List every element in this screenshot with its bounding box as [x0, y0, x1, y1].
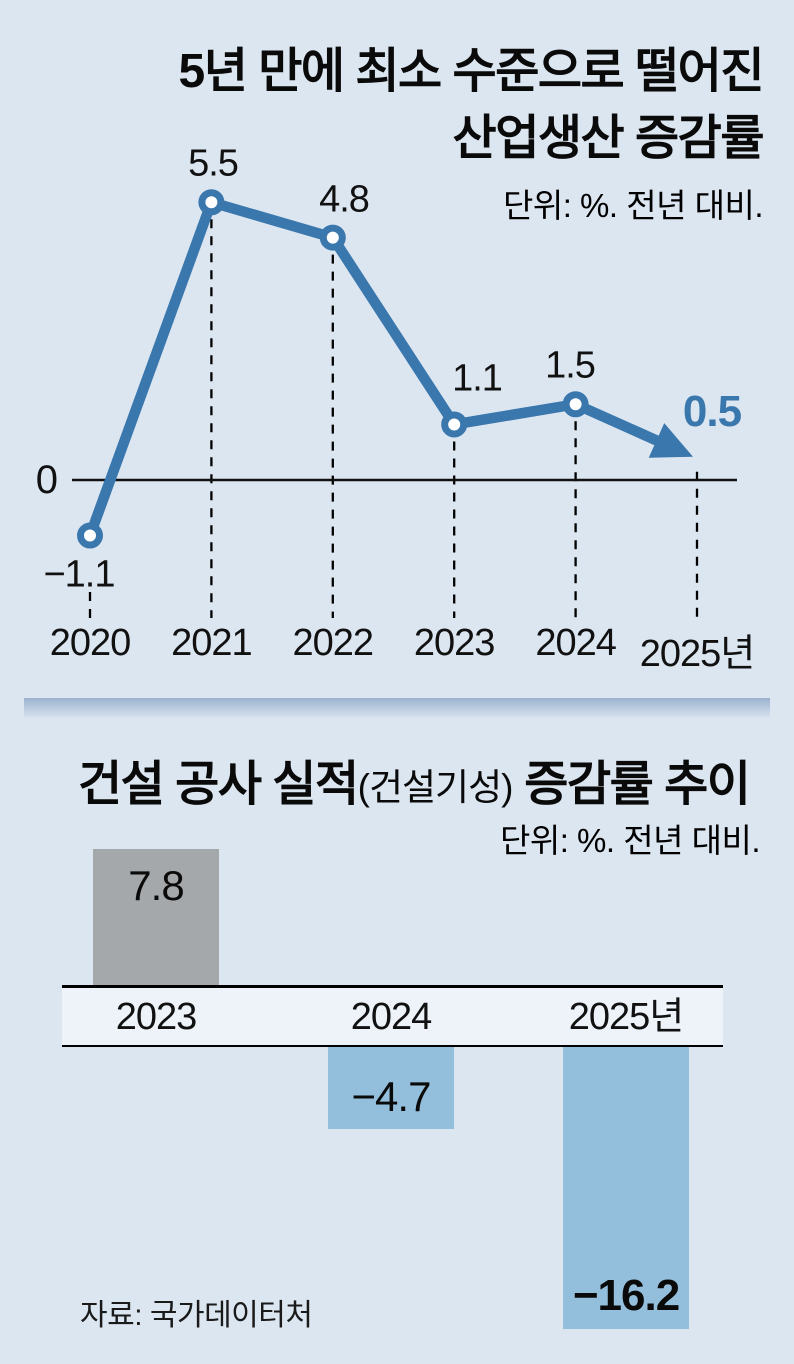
- x-axis-label-2025년: 2025년: [639, 633, 756, 675]
- bar-value-2024: −4.7: [351, 1073, 432, 1120]
- chart2-title-paren: (건설기성): [357, 767, 514, 808]
- chart1-title: 5년 만에 최소 수준으로 떨어진 산업생산 증감률: [178, 38, 765, 172]
- zero-axis-label: 0: [35, 458, 58, 502]
- data-point-2022: [319, 224, 346, 251]
- chart2-title: 건설 공사 실적(건설기성) 증감률 추이: [78, 744, 751, 814]
- value-label-2022: 4.8: [319, 178, 370, 221]
- chart2-title-main2: 증감률 추이: [512, 758, 751, 811]
- value-label-2024: 1.5: [545, 344, 596, 387]
- value-label-2021: 5.5: [188, 142, 239, 185]
- trend-line: [84, 197, 581, 541]
- bar-value-2023: 7.8: [128, 862, 184, 909]
- chart2-unit-note: 단위: %. 전년 대비.: [499, 822, 761, 859]
- category-label-2023: 2023: [115, 996, 198, 1038]
- source-note: 자료: 국가데이터처: [80, 1299, 313, 1332]
- chart2-title-main1: 건설 공사 실적: [78, 758, 359, 811]
- bar-2024: −4.7: [328, 1047, 454, 1129]
- bar-value-2025년: −16.2: [572, 1271, 680, 1320]
- value-label-2020: −1.1: [43, 553, 115, 596]
- section-divider: [24, 698, 770, 718]
- data-point-2023: [441, 411, 468, 438]
- chart1-unit-note: 단위: %. 전년 대비.: [502, 187, 764, 224]
- chart1-title-line2: 산업생산 증감률: [452, 112, 765, 166]
- data-point-2024: [562, 391, 589, 418]
- trend-arrowhead: [648, 423, 693, 458]
- x-axis-label-2022: 2022: [292, 622, 375, 664]
- x-axis-label-2023: 2023: [413, 622, 496, 664]
- x-axis-label-2024: 2024: [535, 622, 617, 664]
- chart1-title-line1: 5년 만에 최소 수준으로 떨어진: [178, 45, 765, 98]
- category-axis-band: 2023 2024 2025년: [62, 985, 723, 1047]
- category-label-2024: 2024: [350, 996, 433, 1038]
- bar-2025년: −16.2: [563, 1047, 689, 1329]
- value-label-2025년: 0.5: [682, 387, 742, 436]
- category-label-2025년: 2025년: [568, 996, 685, 1038]
- bar-2023: 7.8: [93, 849, 219, 985]
- data-point-2021: [198, 189, 225, 216]
- value-label-2023: 1.1: [452, 357, 503, 400]
- data-point-2020: [77, 522, 103, 549]
- trend-line-final-segment: [570, 399, 675, 452]
- x-axis-label-2021: 2021: [171, 622, 253, 664]
- x-axis-label-2020: 2020: [49, 622, 132, 664]
- line-chart-canvas: [72, 189, 737, 618]
